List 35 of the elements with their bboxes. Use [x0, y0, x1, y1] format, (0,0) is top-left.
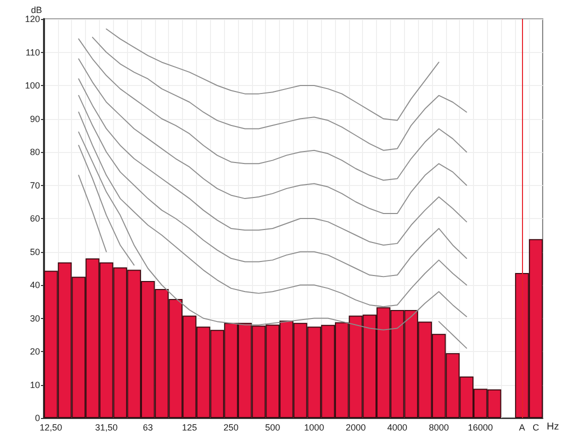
line-series — [78, 94, 468, 278]
x-tick-label: 63 — [142, 422, 153, 432]
x-tick-label: 2000 — [346, 422, 366, 432]
x-tick-label: A — [518, 422, 526, 432]
line-series — [78, 78, 468, 246]
x-tick-label: 1000 — [304, 422, 324, 432]
y-tick-label: 90 — [30, 114, 40, 124]
y-tick-label: 110 — [26, 47, 40, 58]
x-axis-title: Hz — [546, 422, 560, 432]
x-tick-label: 250 — [224, 422, 239, 432]
x-tick-label: 16000 — [468, 422, 493, 432]
x-tick-label: C — [532, 422, 540, 432]
x-tick-label: 8000 — [428, 422, 449, 432]
y-axis-title: dB — [30, 5, 42, 16]
y-tick-label: 100 — [24, 80, 40, 90]
y-tick-label: 80 — [30, 147, 40, 157]
line-series — [78, 112, 468, 308]
line-series — [78, 58, 468, 214]
x-tick-label: 125 — [182, 422, 197, 432]
x-tick-label: 4000 — [387, 422, 408, 432]
line-series — [78, 38, 468, 181]
line-series — [92, 36, 468, 151]
x-tick-label: 500 — [265, 422, 280, 432]
y-tick-label: 0 — [34, 413, 40, 423]
y-tick-label: 20 — [30, 346, 40, 356]
y-tick-label: 30 — [30, 313, 40, 324]
y-tick-label: 120 — [24, 14, 40, 24]
y-tick-label: 40 — [30, 280, 40, 290]
y-tick-label: 70 — [30, 180, 40, 190]
y-tick-label: 10 — [30, 380, 40, 390]
y-tick-label: 60 — [30, 214, 40, 224]
x-tick-label: 12,50 — [40, 422, 62, 432]
x-tick-label: 31,50 — [95, 422, 118, 432]
y-tick-label: 50 — [30, 246, 40, 257]
line-series — [106, 28, 440, 121]
